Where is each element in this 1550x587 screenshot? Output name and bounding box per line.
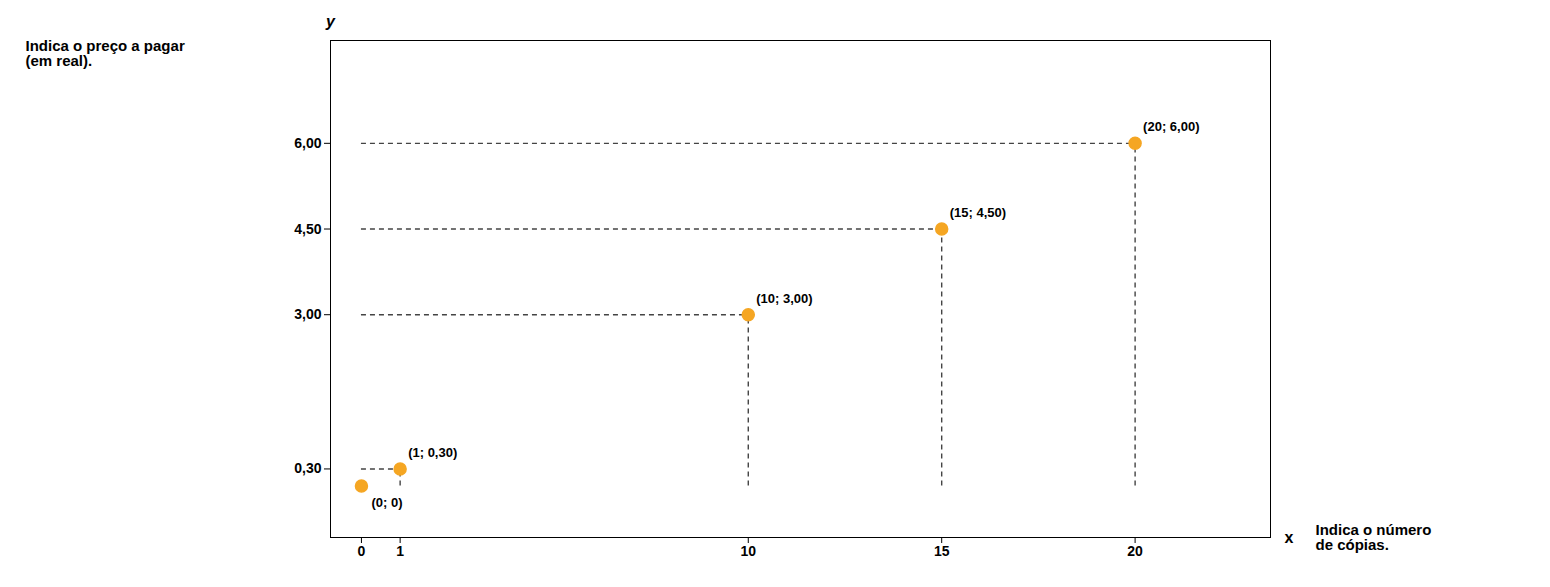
svg-text:Indica o preço a pagar(em real: Indica o preço a pagar(em real). [26,37,185,69]
svg-text:0,30: 0,30 [294,460,321,476]
svg-text:(0; 0): (0; 0) [371,495,402,510]
svg-text:4,50: 4,50 [294,220,321,236]
svg-text:(1; 0,30): (1; 0,30) [408,445,457,460]
svg-text:y: y [325,13,336,30]
svg-text:20: 20 [1127,543,1143,559]
svg-text:6,00: 6,00 [294,135,321,151]
svg-text:(10; 3,00): (10; 3,00) [756,291,812,306]
svg-text:1: 1 [396,543,404,559]
svg-text:(20; 6,00): (20; 6,00) [1143,119,1199,134]
svg-text:10: 10 [740,543,756,559]
svg-text:3,00: 3,00 [294,306,321,322]
svg-text:(15; 4,50): (15; 4,50) [950,205,1006,220]
svg-text:x: x [1285,529,1294,546]
svg-text:0: 0 [358,543,366,559]
svg-text:15: 15 [934,543,950,559]
svg-text:Indica o númerode cópias.: Indica o númerode cópias. [1316,521,1432,553]
